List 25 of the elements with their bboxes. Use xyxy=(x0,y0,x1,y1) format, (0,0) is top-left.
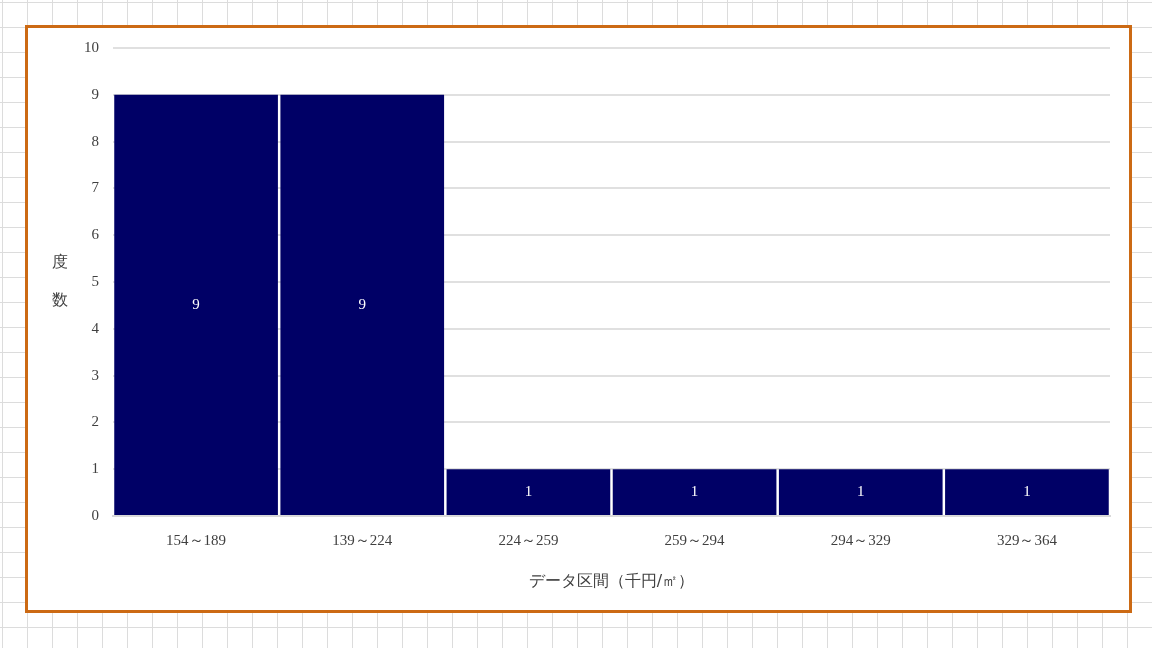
data-label: 1 xyxy=(1023,483,1031,500)
data-label: 9 xyxy=(192,295,200,312)
y-tick-label: 9 xyxy=(91,85,99,102)
y-tick-label: 0 xyxy=(91,506,99,523)
x-tick-label: 294～329 xyxy=(830,531,891,548)
data-label: 1 xyxy=(524,483,533,500)
y-tick-label: 1 xyxy=(91,460,99,477)
data-label: 1 xyxy=(690,483,699,500)
x-tick-label: 224～259 xyxy=(498,531,559,548)
y-tick-label: 7 xyxy=(91,179,100,196)
y-tick-label: 5 xyxy=(91,272,99,289)
y-tick-label: 2 xyxy=(91,413,99,430)
data-label: 9 xyxy=(358,295,366,312)
x-tick-label: 329～364 xyxy=(996,531,1058,548)
y-tick-label: 8 xyxy=(91,132,99,149)
y-tick-label: 10 xyxy=(84,38,99,55)
data-label: 1 xyxy=(857,483,865,500)
y-tick-label: 3 xyxy=(91,366,99,383)
x-tick-label: 154～189 xyxy=(166,531,227,548)
x-tick-label: 139～224 xyxy=(332,531,393,548)
y-axis-title: 度数 xyxy=(52,252,68,310)
x-tick-label: 259～294 xyxy=(664,531,726,548)
y-tick-label: 4 xyxy=(91,319,100,336)
x-axis-title: データ区間（千円/㎡） xyxy=(528,570,695,590)
y-tick-label: 6 xyxy=(91,226,100,243)
